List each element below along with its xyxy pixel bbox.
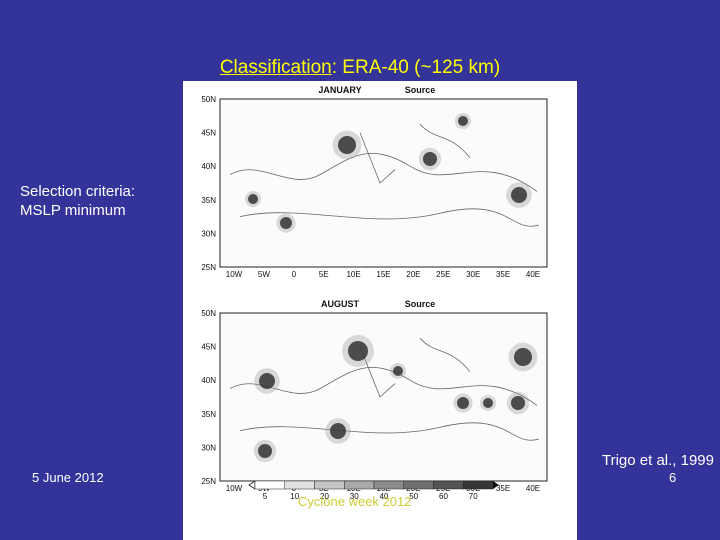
lon-tick-label: 5W [258,270,270,279]
coastline-1 [229,123,540,227]
lat-tick-label: 25N [201,263,216,272]
density-blob-core [423,152,437,166]
slide-title-rest: : ERA-40 (~125 km) [331,57,501,78]
lon-tick-label: 5E [319,270,329,279]
criteria-line-1: Selection criteria: [20,183,136,200]
density-blob-core [457,397,469,409]
density-blob-core [393,366,403,376]
lat-tick-label: 50N [201,309,216,318]
density-blob-core [483,398,493,408]
citation-credit: Trigo et al., 1999 [601,452,714,469]
lat-tick-label: 50N [201,95,216,104]
density-blob-core [338,136,356,154]
cyclone-density-figure: JANUARY Source 50N 45N 40N 35N 30N 25N 10W 5W 0 5E 1… [183,81,577,540]
maps-svg: JANUARY Source 50N 45N 40N 35N 30N 25N 10W 5W 0 5E 1… [201,85,548,501]
colorbar-segment [433,480,464,490]
lon-tick-label: 40E [526,484,540,493]
map-month-label: JANUARY [318,85,361,95]
density-blob-core [511,187,527,203]
density-blob-core [514,348,532,366]
lon-tick-label: 0 [292,270,297,279]
coastline-2 [229,337,540,441]
lon-tick-label: 15E [376,270,390,279]
colorbar-arrow-right [493,481,499,489]
colorbar-arrow-left [248,480,256,490]
lon-tick-label: 30E [466,270,480,279]
colorbar-segment [403,480,434,490]
lon-tick-label: 25E [436,270,450,279]
map-frame-2 [219,312,548,482]
lat-tick-label: 40N [201,376,216,385]
lon-tick-label: 35E [496,484,510,493]
colorbar-segment [254,480,285,490]
density-blob-core [330,423,346,439]
map-month-label: AUGUST [321,299,360,309]
lat-tick-label: 30N [201,443,216,452]
colorbar-tick-label: 40 [380,492,389,501]
map-field-label: Source [405,299,436,309]
slide-title-bold: Classification [219,57,332,78]
lon-tick-label: 40E [526,270,540,279]
colorbar-tick-label: 30 [350,492,359,501]
colorbar-tick-label: 10 [290,492,299,501]
lat-tick-label: 25N [201,477,216,486]
footer-event: Cyclone week 2012 [298,494,412,509]
lat-tick-label: 45N [201,129,216,138]
density-blob-core [259,373,275,389]
density-blob-core [258,444,272,458]
lat-tick-label: 30N [201,229,216,238]
map-field-label: Source [405,85,436,95]
colorbar-segment [463,480,494,490]
colorbar-tick-label: 70 [469,492,478,501]
selection-criteria: Selection criteria: MSLP minimum [20,182,135,220]
map-frame-1 [219,98,548,268]
colorbar-tick-label: 50 [409,492,418,501]
density-blob-core [248,194,258,204]
density-blob-core [511,396,525,410]
density-blob-core [348,341,368,361]
criteria-line-2: MSLP minimum [20,202,126,219]
colorbar-tick-label: 5 [263,492,268,501]
colorbar-segment [344,480,375,490]
lat-tick-label: 35N [201,410,216,419]
lon-tick-label: 10W [226,484,243,493]
colorbar-segment [314,480,345,490]
lon-tick-label: 10W [226,270,243,279]
density-blob-core [280,217,292,229]
colorbar-segment [373,480,404,490]
lon-tick-label: 35E [496,270,510,279]
footer-date: 5 June 2012 [32,470,104,485]
lon-tick-label: 20E [406,270,420,279]
lat-tick-label: 40N [201,162,216,171]
lon-tick-label: 10E [346,270,360,279]
colorbar-tick-label: 20 [320,492,329,501]
density-blob-core [458,116,468,126]
lat-tick-label: 45N [201,343,216,352]
colorbar-segment [284,480,315,490]
slide-title: Classification: ERA-40 (~125 km) [0,57,720,79]
page-number: 6 [669,470,677,485]
colorbar-tick-label: 60 [439,492,448,501]
lat-tick-label: 35N [201,196,216,205]
